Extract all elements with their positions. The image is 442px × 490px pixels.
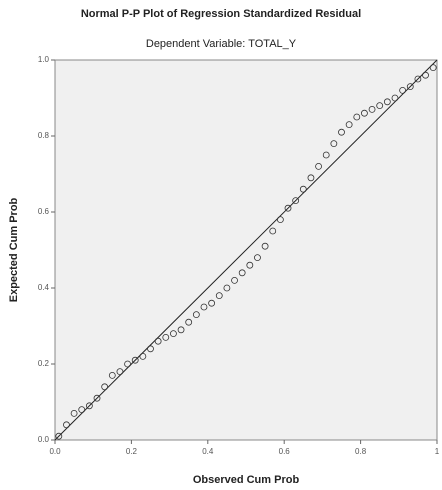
y-tick-label: 0.0 <box>38 435 50 444</box>
x-tick-label: 0.0 <box>49 447 61 456</box>
point <box>192 311 200 319</box>
point <box>93 394 101 402</box>
x-tick-label: 0.4 <box>202 447 214 456</box>
x-tick-label: 1 <box>435 447 440 456</box>
point <box>261 242 269 250</box>
chart-title: Normal P-P Plot of Regression Standardiz… <box>81 8 361 20</box>
point <box>147 345 154 353</box>
point <box>383 98 391 106</box>
y-tick-label: 0.6 <box>38 207 50 216</box>
y-tick-label: 0.8 <box>38 131 50 140</box>
point <box>276 216 284 224</box>
point <box>406 83 414 90</box>
point <box>284 204 292 212</box>
x-tick-label: 0.2 <box>126 447 138 456</box>
point <box>238 269 246 277</box>
point <box>108 371 116 379</box>
point <box>139 352 147 360</box>
point <box>315 162 322 170</box>
x-tick-label: 0.6 <box>279 447 291 456</box>
point <box>55 432 63 440</box>
point <box>223 284 231 292</box>
point <box>85 402 93 410</box>
point <box>231 276 238 284</box>
point <box>414 75 422 83</box>
point <box>307 174 315 182</box>
point <box>215 292 223 300</box>
y-tick-label: 0.4 <box>38 283 50 292</box>
point <box>376 102 384 109</box>
y-tick-label: 0.2 <box>38 359 50 368</box>
point <box>322 151 330 159</box>
point <box>185 318 193 326</box>
point <box>63 421 70 429</box>
point <box>353 113 361 121</box>
point <box>269 227 277 235</box>
point <box>299 185 307 193</box>
point <box>177 326 185 334</box>
point <box>429 64 437 71</box>
point <box>131 356 139 364</box>
point <box>154 337 162 345</box>
point <box>116 368 124 376</box>
point <box>200 303 208 311</box>
point <box>368 106 376 113</box>
point <box>124 360 131 368</box>
point <box>361 109 368 117</box>
point <box>338 128 345 136</box>
point <box>162 333 170 341</box>
point <box>101 383 109 391</box>
point <box>246 261 254 269</box>
point <box>70 409 78 417</box>
point <box>292 197 300 205</box>
chart-subtitle: Dependent Variable: TOTAL_Y <box>146 38 297 50</box>
point <box>170 330 177 338</box>
point <box>254 254 261 262</box>
point <box>330 140 338 148</box>
point <box>422 71 429 79</box>
y-tick-label: 1.0 <box>38 55 50 64</box>
point <box>399 87 407 94</box>
x-tick-label: 0.8 <box>355 447 367 456</box>
point <box>345 121 353 128</box>
point <box>391 94 399 102</box>
x-axis-label: Observed Cum Prob <box>193 474 300 486</box>
point <box>78 406 86 414</box>
y-axis-label: Expected Cum Prob <box>8 197 20 302</box>
reference-line <box>54 59 438 441</box>
point <box>208 299 216 307</box>
